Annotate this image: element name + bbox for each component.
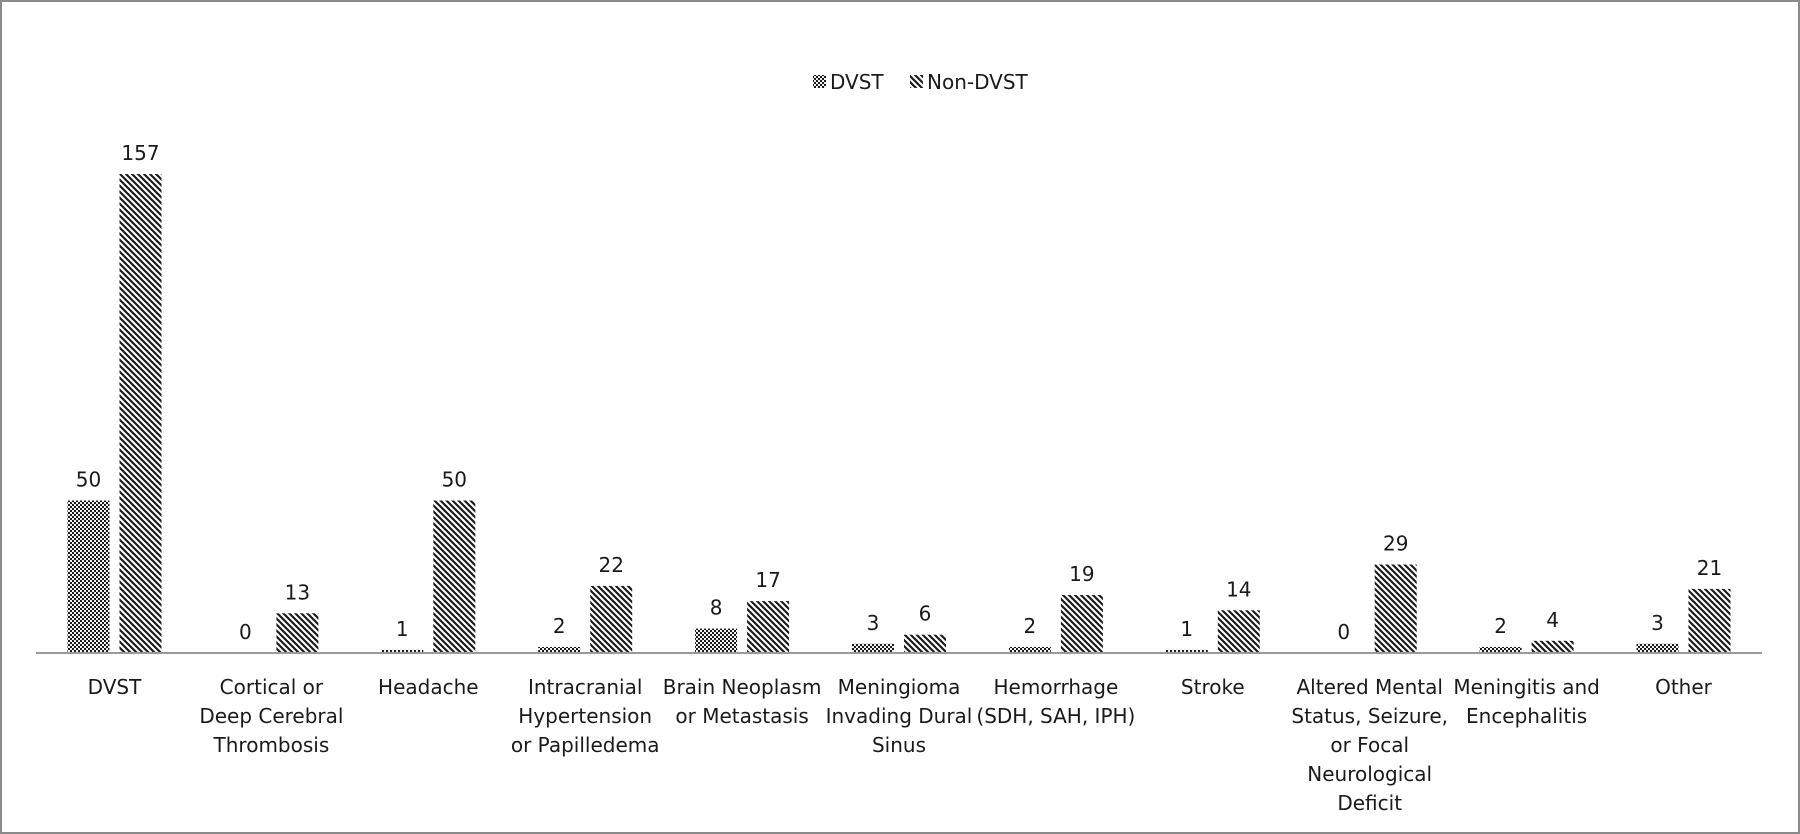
bar-dvst-other [1636,643,1679,653]
category-label-hemorrhage: Hemorrhage (SDH, SAH, IPH) [976,675,1135,728]
bar-dvst-meningitis-and [1479,646,1522,653]
bar-non-dvst-meningioma [904,634,946,653]
bar-non-dvst-other [1688,588,1731,653]
value-label-dvst-brain-neoplasm: 8 [710,596,723,620]
value-label-dvst-headache: 1 [396,617,409,641]
value-label-dvst-meningitis-and: 2 [1494,614,1507,638]
value-label-dvst-dvst: 50 [76,468,101,492]
value-label-non-dvst-cortical-or: 13 [285,580,310,604]
bar-dvst-dvst [67,500,110,653]
category-label-dvst: DVST [88,675,142,699]
category-label-cortical-or: Cortical or Deep Cerebral Thrombosis [199,675,343,757]
category-label-altered-mental: Altered Mental Status, Seizure, or Focal Ne… [1291,675,1448,815]
value-label-non-dvst-meningioma: 6 [919,602,932,626]
bar-non-dvst-meningitis-and [1531,640,1574,653]
value-label-non-dvst-brain-neoplasm: 17 [755,568,780,592]
value-label-non-dvst-hemorrhage: 19 [1069,562,1094,586]
category-label-brain-neoplasm: Brain Neoplasm or Metastasis [663,675,822,728]
value-label-dvst-meningioma: 3 [867,611,880,635]
value-label-non-dvst-stroke: 14 [1226,577,1251,601]
value-label-dvst-hemorrhage: 2 [1024,614,1037,638]
bar-non-dvst-headache [433,500,476,653]
value-label-dvst-stroke: 1 [1180,617,1193,641]
value-label-non-dvst-dvst: 157 [121,141,159,165]
value-label-non-dvst-headache: 50 [442,468,467,492]
legend-swatch-non-dvst [910,75,923,88]
bar-non-dvst-brain-neoplasm [747,601,790,653]
category-labels-layer: DVST Cortical or Deep Cerebral Thrombosis He… [88,675,1713,815]
bar-dvst-headache [381,649,424,653]
category-label-stroke: Stroke [1181,675,1245,699]
value-label-dvst-intracranial: 2 [553,614,566,638]
value-label-non-dvst-meningitis-and: 4 [1546,608,1559,632]
value-label-dvst-altered-mental: 0 [1337,620,1350,644]
legend-swatch-dvst [813,75,826,88]
bar-dvst-brain-neoplasm [695,628,738,653]
category-label-headache: Headache [378,675,479,699]
bar-dvst-stroke [1165,649,1208,653]
bar-non-dvst-hemorrhage [1060,595,1103,653]
bar-non-dvst-altered-mental [1374,564,1417,653]
bar-non-dvst-dvst [119,174,162,653]
legend: DVST Non-DVST [813,70,1029,94]
category-label-other: Other [1655,675,1713,699]
legend-label-dvst: DVST [830,70,884,94]
bar-dvst-meningioma [852,643,894,653]
category-label-intracranial: Intracranial Hypertension or Papilledema [511,675,660,757]
bar-non-dvst-stroke [1217,610,1260,653]
value-label-non-dvst-other: 21 [1697,556,1722,580]
bar-non-dvst-cortical-or [276,613,319,653]
category-label-meningitis-and: Meningitis and Encephalitis [1453,675,1600,728]
bar-dvst-hemorrhage [1008,646,1051,653]
bars-layer [67,174,1731,653]
category-label-meningioma: Meningioma Invading Dural Sinus [826,675,973,757]
bar-dvst-intracranial [538,646,581,653]
value-label-dvst-other: 3 [1651,611,1664,635]
legend-label-non-dvst: Non-DVST [927,70,1029,94]
value-label-non-dvst-altered-mental: 29 [1383,532,1408,556]
bar-non-dvst-intracranial [590,585,633,653]
value-label-dvst-cortical-or: 0 [239,620,252,644]
value-label-non-dvst-intracranial: 22 [598,553,623,577]
